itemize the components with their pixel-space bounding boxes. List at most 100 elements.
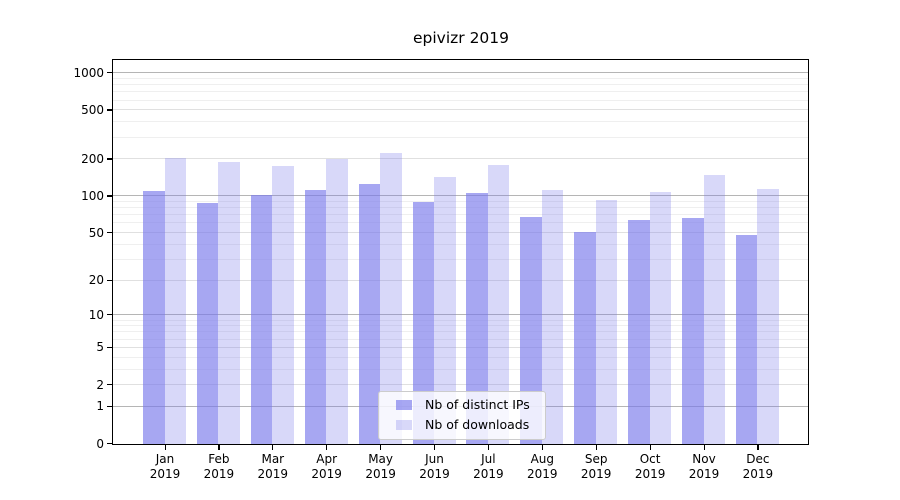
y-tick-label: 20 [88, 273, 104, 288]
y-tick-mark [107, 405, 112, 407]
x-tick-mark [703, 445, 705, 450]
legend: Nb of distinct IPs Nb of downloads [378, 391, 546, 440]
y-tick-label: 1 [96, 399, 104, 414]
gridline [113, 78, 808, 79]
gridline [113, 158, 808, 160]
x-tick-label: Jun 2019 [419, 451, 450, 482]
legend-swatch-distinct-ips [396, 400, 412, 410]
gridline [113, 222, 808, 224]
gridline [113, 325, 808, 327]
y-tick-mark [107, 72, 112, 74]
gridline [113, 84, 808, 86]
bar-downloads-nov [703, 174, 725, 444]
gridline [113, 121, 808, 123]
bar-distinct-ips-feb [196, 203, 219, 444]
x-tick-label: Jan 2019 [149, 451, 181, 482]
x-tick-label: Dec 2019 [742, 451, 774, 482]
chart-title: epivizr 2019 [412, 29, 510, 47]
gridline [113, 338, 808, 340]
bar-downloads-sep [595, 199, 618, 444]
y-tick-mark [107, 443, 112, 445]
y-tick-mark [107, 158, 112, 160]
gridline [113, 232, 808, 233]
bar-downloads-feb [218, 162, 240, 444]
y-tick-mark [107, 384, 112, 386]
gridline [113, 319, 808, 321]
bar-downloads-apr [326, 159, 348, 444]
bar-downloads-jun [434, 176, 456, 444]
x-tick-mark [164, 445, 166, 450]
bar-downloads-aug [541, 189, 564, 444]
x-tick-mark [218, 445, 220, 450]
bar-downloads-dec [757, 188, 779, 444]
gridline [113, 368, 808, 370]
gridline [113, 207, 808, 209]
x-tick-label: Aug 2019 [527, 451, 558, 482]
x-tick-label: Nov 2019 [688, 451, 720, 482]
x-tick-label: Feb 2019 [203, 451, 235, 482]
bar-distinct-ips-aug [520, 216, 542, 444]
gridline [113, 109, 808, 111]
x-tick-label: Apr 2019 [311, 451, 342, 482]
x-tick-mark [272, 445, 274, 450]
bar-distinct-ips-jan [143, 190, 165, 444]
gridline [113, 331, 808, 333]
bar-distinct-ips-apr [304, 190, 327, 444]
y-tick-label: 200 [81, 151, 104, 166]
y-tick-mark [107, 279, 112, 281]
y-tick-mark [107, 195, 112, 197]
bar-distinct-ips-dec [735, 235, 758, 444]
bar-downloads-may [380, 153, 402, 444]
y-tick-label: 50 [88, 225, 104, 240]
bar-distinct-ips-mar [250, 195, 273, 444]
gridline [113, 99, 808, 101]
bar-distinct-ips-oct [628, 220, 650, 444]
legend-label-distinct-ips: Nb of distinct IPs [425, 397, 530, 412]
y-tick-mark [107, 232, 112, 234]
bar-distinct-ips-sep [574, 232, 596, 444]
x-tick-mark [326, 445, 328, 450]
gridline [113, 314, 808, 316]
x-tick-mark [487, 445, 490, 450]
gridline [113, 384, 808, 386]
x-tick-mark [380, 445, 382, 450]
bar-downloads-jan [164, 157, 186, 444]
gridline [113, 346, 808, 348]
gridline [113, 72, 808, 74]
y-tick-mark [107, 109, 112, 111]
y-tick-label: 1000 [73, 65, 104, 80]
legend-swatch-downloads [396, 420, 412, 430]
gridline [113, 91, 808, 93]
x-tick-label: Jul 2019 [473, 451, 504, 482]
legend-entry-downloads: Nb of downloads [396, 417, 530, 433]
y-tick-label: 0 [96, 436, 104, 451]
x-tick-mark [595, 445, 597, 450]
y-tick-label: 100 [81, 188, 104, 203]
x-tick-label: Mar 2019 [257, 451, 289, 482]
y-tick-label: 10 [88, 307, 104, 322]
gridline [113, 356, 808, 358]
bar-distinct-ips-nov [682, 217, 704, 444]
legend-label-downloads: Nb of downloads [425, 417, 530, 432]
y-tick-label: 500 [81, 102, 104, 117]
bar-distinct-ips-jun [412, 202, 434, 444]
bar-distinct-ips-jul [466, 193, 488, 444]
x-tick-label: Sep 2019 [580, 451, 612, 482]
x-tick-mark [541, 445, 543, 450]
y-tick-label: 2 [96, 377, 104, 392]
gridline [113, 243, 808, 245]
gridline [113, 201, 808, 202]
bar-distinct-ips-may [358, 184, 381, 444]
x-tick-mark [649, 445, 651, 450]
bar-downloads-mar [272, 166, 294, 444]
x-tick-mark [434, 445, 436, 450]
y-tick-label: 5 [96, 340, 104, 355]
gridline [113, 258, 808, 260]
x-tick-mark [757, 445, 759, 450]
y-tick-mark [107, 314, 112, 316]
legend-entry-distinct-ips: Nb of distinct IPs [396, 397, 530, 413]
gridline [113, 214, 808, 216]
bar-downloads-jul [487, 164, 510, 444]
gridline [113, 279, 808, 281]
